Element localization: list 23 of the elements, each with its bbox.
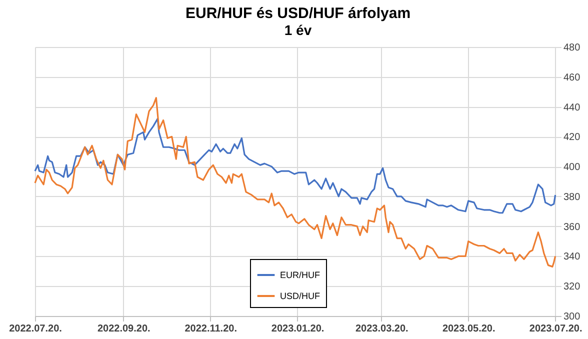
x-tick-label: 2023.01.20. <box>271 324 324 334</box>
y-tick-label: 480 <box>564 42 581 54</box>
y-tick-label: 460 <box>564 72 581 84</box>
y-tick-label: 400 <box>564 162 581 174</box>
y-tick-label: 320 <box>564 282 581 293</box>
x-tick-label: 2022.09.20. <box>97 324 151 334</box>
y-tick-label: 380 <box>564 192 581 203</box>
legend-label: EUR/HUF <box>280 270 320 280</box>
y-tick-label: 420 <box>564 132 581 144</box>
chart-title: EUR/HUF és USD/HUF árfolyam <box>185 5 411 22</box>
x-tick-label: 2023.07.20. <box>529 324 582 334</box>
y-tick-label: 340 <box>564 252 581 263</box>
legend-label: USD/HUF <box>280 291 320 301</box>
y-tick-label: 440 <box>564 102 581 114</box>
x-tick-label: 2022.07.20. <box>9 324 62 334</box>
y-tick-label: 360 <box>564 222 581 233</box>
line-series <box>34 118 556 214</box>
chart-subtitle: 1 év <box>284 22 312 38</box>
x-tick-label: 2023.03.20. <box>355 324 409 334</box>
y-tick-label: 300 <box>564 312 581 322</box>
x-tick-label: 2023.05.20. <box>442 324 496 334</box>
x-tick-label: 2022.11.20. <box>184 324 238 334</box>
line-series <box>34 97 556 268</box>
